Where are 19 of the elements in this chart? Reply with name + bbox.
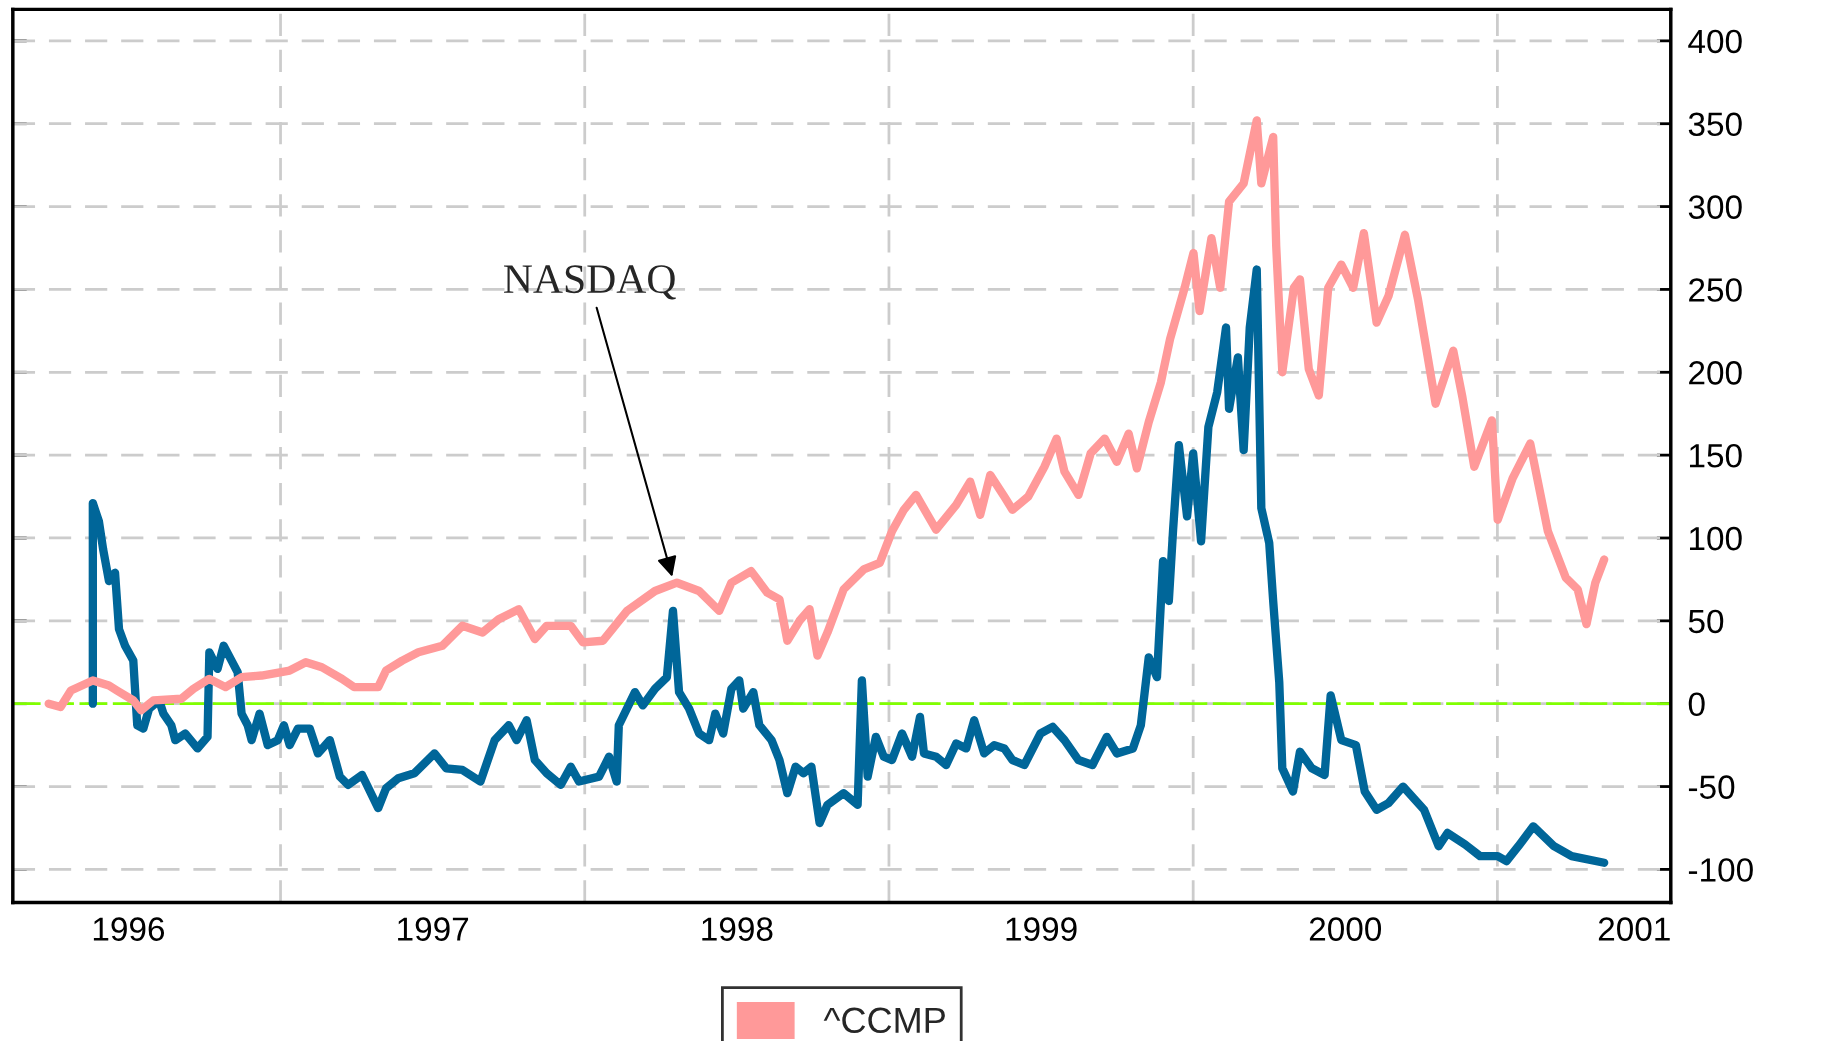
y-tick-label: 350 <box>1688 112 1742 137</box>
y-tick-label: 200 <box>1689 361 1742 385</box>
y-tick-label: 150 <box>1689 443 1742 468</box>
x-tick-label: 2001 <box>1598 917 1670 941</box>
annotation: NASDAQ <box>504 265 676 300</box>
x-tick-label: 1999 <box>1006 917 1077 941</box>
legend-label: ^CCMP <box>823 1007 945 1034</box>
y-tick-label: 250 <box>1689 278 1742 302</box>
y-tick-label: 0 <box>1688 692 1705 717</box>
y-tick-label: -100 <box>1688 858 1753 882</box>
y-tick-label: 50 <box>1688 609 1724 634</box>
x-tick-label: 1996 <box>93 917 165 941</box>
x-tick-label: 1998 <box>702 917 773 941</box>
y-tick-label: -50 <box>1688 775 1735 799</box>
x-tick-label: 1997 <box>398 917 469 941</box>
y-tick-label: 400 <box>1688 29 1742 54</box>
y-tick-label: 100 <box>1689 526 1742 551</box>
y-tick-label: 300 <box>1688 195 1742 219</box>
x-tick-label: 2000 <box>1309 917 1382 941</box>
